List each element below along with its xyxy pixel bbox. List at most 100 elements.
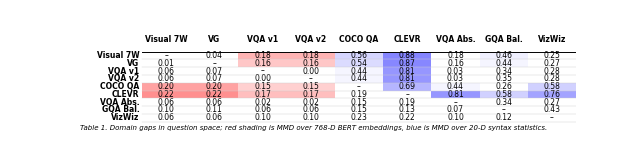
Text: VizWiz: VizWiz (111, 113, 140, 122)
Text: 0.20: 0.20 (206, 82, 223, 91)
Text: VizWiz: VizWiz (538, 35, 566, 44)
Bar (239, 83, 287, 91)
Bar (287, 91, 335, 98)
Text: COCO QA: COCO QA (100, 82, 140, 91)
Bar (383, 83, 431, 91)
Text: COCO QA: COCO QA (339, 35, 379, 44)
Bar (239, 106, 287, 114)
Text: 0.56: 0.56 (351, 51, 367, 60)
Bar (383, 75, 431, 83)
Text: 0.02: 0.02 (254, 98, 271, 107)
Text: 0.18: 0.18 (447, 51, 464, 60)
Text: GQA Bal.: GQA Bal. (484, 35, 522, 44)
Text: 0.58: 0.58 (543, 82, 561, 91)
Text: –: – (309, 74, 313, 83)
Bar (479, 59, 528, 67)
Bar (190, 59, 239, 67)
Text: 0.44: 0.44 (351, 74, 367, 83)
Text: 0.81: 0.81 (399, 74, 415, 83)
Text: 0.16: 0.16 (254, 59, 271, 68)
Bar (142, 114, 190, 122)
Bar (142, 52, 190, 59)
Bar (142, 83, 190, 91)
Text: Visual 7W: Visual 7W (145, 35, 188, 44)
Bar (528, 114, 576, 122)
Bar (287, 98, 335, 106)
Bar (431, 52, 479, 59)
Text: CLEVR: CLEVR (112, 90, 140, 99)
Bar (335, 67, 383, 75)
Bar (335, 52, 383, 59)
Text: 0.06: 0.06 (157, 67, 175, 76)
Bar (479, 114, 528, 122)
Text: 0.44: 0.44 (447, 82, 464, 91)
Bar (383, 52, 431, 59)
Text: VQA v1: VQA v1 (108, 67, 140, 76)
Text: 0.10: 0.10 (447, 113, 464, 122)
Text: 0.34: 0.34 (495, 67, 512, 76)
Text: 0.35: 0.35 (495, 74, 512, 83)
Bar (190, 52, 239, 59)
Text: 0.15: 0.15 (254, 82, 271, 91)
Text: CLEVR: CLEVR (394, 35, 421, 44)
Bar (431, 59, 479, 67)
Text: –: – (550, 113, 554, 122)
Bar (287, 114, 335, 122)
Text: VQA Abs.: VQA Abs. (436, 35, 476, 44)
Bar (383, 67, 431, 75)
Text: VQA v1: VQA v1 (247, 35, 278, 44)
Bar (431, 98, 479, 106)
Text: 0.15: 0.15 (351, 98, 367, 107)
Text: VQA Abs.: VQA Abs. (100, 98, 140, 107)
Text: 0.06: 0.06 (157, 113, 175, 122)
Text: 0.81: 0.81 (399, 67, 415, 76)
Bar (528, 98, 576, 106)
Text: 0.12: 0.12 (495, 113, 512, 122)
Text: 0.00: 0.00 (254, 74, 271, 83)
Bar (239, 59, 287, 67)
Text: 0.18: 0.18 (254, 51, 271, 60)
Bar (479, 91, 528, 98)
Text: 0.28: 0.28 (543, 74, 560, 83)
Text: VG: VG (127, 59, 140, 68)
Bar (239, 52, 287, 59)
Text: 0.07: 0.07 (206, 67, 223, 76)
Bar (142, 67, 190, 75)
Text: Table 1. Domain gaps in question space; red shading is MMD over 768-D BERT embed: Table 1. Domain gaps in question space; … (80, 125, 547, 131)
Bar (335, 75, 383, 83)
Bar (190, 114, 239, 122)
Text: 0.28: 0.28 (543, 67, 560, 76)
Text: 0.69: 0.69 (399, 82, 416, 91)
Text: 0.03: 0.03 (447, 74, 464, 83)
Text: 0.27: 0.27 (543, 98, 561, 107)
Bar (190, 98, 239, 106)
Text: 0.11: 0.11 (206, 105, 223, 114)
Bar (239, 91, 287, 98)
Text: 0.07: 0.07 (206, 74, 223, 83)
Text: 0.06: 0.06 (157, 98, 175, 107)
Text: 0.46: 0.46 (495, 51, 512, 60)
Bar (431, 75, 479, 83)
Text: 0.20: 0.20 (157, 82, 175, 91)
Text: 0.27: 0.27 (543, 59, 561, 68)
Bar (431, 91, 479, 98)
Bar (528, 59, 576, 67)
Text: 0.17: 0.17 (302, 90, 319, 99)
Bar (287, 106, 335, 114)
Bar (479, 67, 528, 75)
Text: VG: VG (208, 35, 220, 44)
Bar (287, 67, 335, 75)
Bar (383, 91, 431, 98)
Text: 0.06: 0.06 (302, 105, 319, 114)
Text: VQA v2: VQA v2 (295, 35, 326, 44)
Text: –: – (260, 67, 264, 76)
Text: 0.43: 0.43 (543, 105, 561, 114)
Text: 0.44: 0.44 (351, 67, 367, 76)
Text: –: – (164, 51, 168, 60)
Bar (479, 52, 528, 59)
Bar (528, 91, 576, 98)
Bar (479, 106, 528, 114)
Text: 0.44: 0.44 (495, 59, 512, 68)
Bar (431, 83, 479, 91)
Bar (142, 106, 190, 114)
